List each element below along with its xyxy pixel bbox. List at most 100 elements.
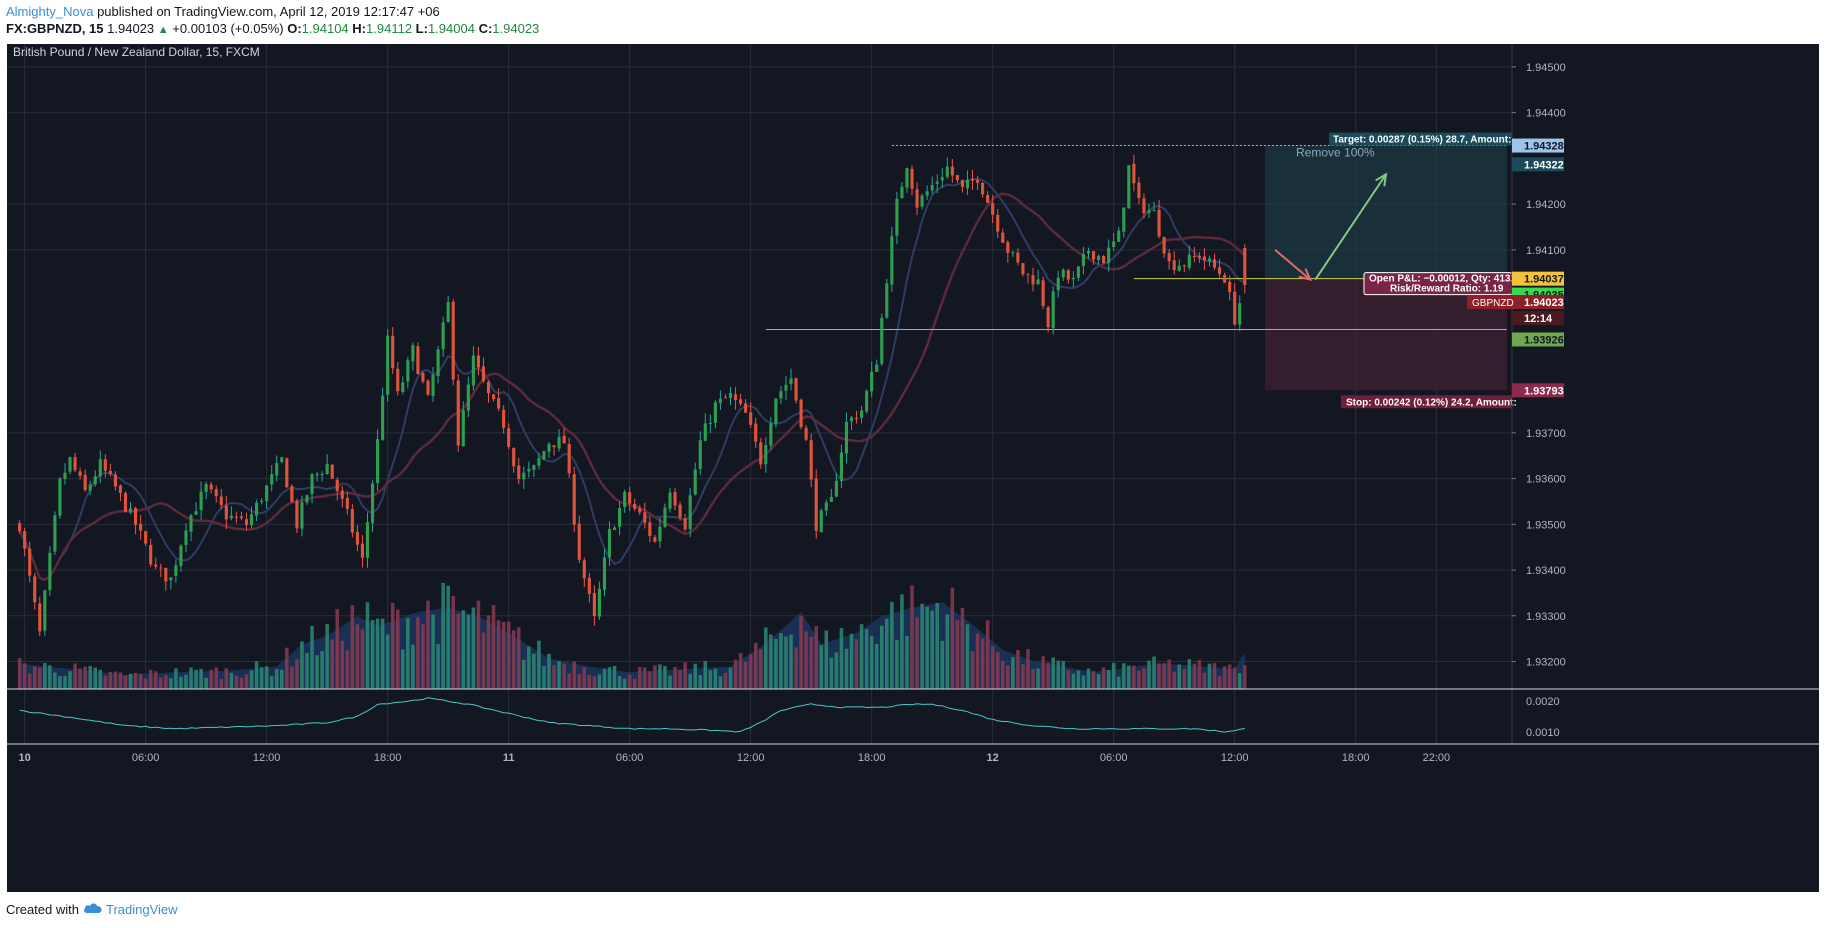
candle (819, 508, 823, 533)
candle-body (244, 519, 249, 526)
candle-body (804, 427, 808, 440)
volume-bar (138, 673, 143, 689)
candle (497, 388, 501, 412)
candle (1127, 165, 1131, 209)
candle (532, 464, 536, 477)
volume-bar (995, 651, 1000, 689)
author-link[interactable]: Almighty_Nova (6, 4, 94, 19)
candle-body (1152, 210, 1156, 212)
volume-bar (496, 620, 501, 689)
volume-bar (143, 678, 148, 689)
candle-body (824, 502, 828, 511)
volume-bar (355, 624, 360, 689)
time-tick-label: 18:00 (1342, 752, 1370, 764)
candle-body (1107, 247, 1111, 264)
candle-body (885, 283, 889, 318)
candle-body (214, 489, 218, 497)
candle (854, 410, 859, 424)
candle (28, 541, 32, 583)
candle-body (224, 505, 228, 520)
volume-bar (491, 604, 496, 689)
candle (1233, 283, 1237, 326)
candle-body (139, 523, 143, 531)
candle-body (849, 417, 854, 422)
candle-body (128, 508, 133, 513)
close-value: 1.94023 (492, 21, 540, 36)
price-tag-text: 1.93793 (1524, 385, 1564, 397)
volume-bar (874, 643, 879, 689)
candle-body (522, 472, 526, 480)
volume-bar (1036, 668, 1040, 689)
candle (582, 557, 586, 588)
candle (1187, 245, 1191, 271)
price-chart[interactable]: British Pound / New Zealand Dollar, 15, … (7, 44, 1819, 892)
candle (920, 193, 924, 210)
volume-bar (748, 653, 753, 689)
created-with-text: Created with (6, 902, 79, 917)
candle-body (643, 512, 647, 523)
volume-bar (1237, 673, 1242, 689)
candle (703, 413, 707, 442)
volume-bar (799, 616, 803, 689)
candle (249, 506, 254, 529)
candle (844, 412, 849, 464)
volume-bar (1066, 669, 1071, 689)
candle (1011, 250, 1015, 257)
volume-bar (290, 666, 294, 689)
candle-body (310, 474, 314, 494)
volume-bar (128, 673, 133, 689)
candle-body (53, 515, 57, 552)
candle-body (799, 399, 803, 428)
candle (809, 433, 813, 488)
open-value: 1.94104 (301, 21, 349, 36)
candle-body (930, 185, 934, 191)
candle-body (945, 166, 949, 177)
candle-body (839, 452, 843, 482)
candle-body (325, 464, 329, 475)
volume-bar (1197, 660, 1202, 689)
candle (1162, 236, 1166, 259)
volume-bar (910, 585, 914, 689)
volume-bar (869, 635, 874, 689)
candle-body (628, 492, 632, 504)
candle (1182, 264, 1186, 273)
up-triangle-icon: ▲ (157, 24, 169, 36)
volume-bar (269, 676, 274, 689)
volume-bar (234, 675, 239, 689)
volume-bar (1096, 674, 1101, 689)
candle-body (421, 373, 425, 382)
candle (1081, 246, 1086, 275)
volume-bar (103, 675, 108, 689)
candle (355, 525, 359, 552)
volume-bar (552, 665, 556, 689)
candle-body (335, 479, 339, 492)
candle (925, 185, 929, 200)
candle-body (844, 421, 849, 454)
candle (280, 456, 284, 464)
volume-bar (753, 642, 758, 689)
candle (542, 450, 546, 461)
chart-area[interactable]: British Pound / New Zealand Dollar, 15, … (7, 44, 1819, 892)
candle-body (411, 345, 415, 362)
candle (476, 346, 480, 376)
candle (1102, 254, 1106, 264)
candle-body (547, 443, 551, 452)
candle (300, 495, 304, 537)
candle (754, 417, 758, 448)
volume-bar (663, 665, 667, 689)
volume-bar (350, 605, 355, 689)
tradingview-link[interactable]: TradingView (106, 902, 178, 917)
volume-bar (648, 671, 652, 689)
volume-bar (829, 657, 834, 689)
volume-bar (169, 678, 173, 689)
candle (18, 520, 22, 534)
candle-body (663, 507, 667, 528)
volume-bar (678, 670, 682, 689)
volume-bar (658, 664, 662, 689)
candle-body (618, 508, 622, 527)
risk-reward-label: Risk/Reward Ratio: 1.19 (1390, 284, 1504, 295)
candle-body (1036, 279, 1040, 285)
volume-bar (819, 645, 824, 689)
candle (239, 511, 244, 521)
candle (849, 415, 854, 431)
